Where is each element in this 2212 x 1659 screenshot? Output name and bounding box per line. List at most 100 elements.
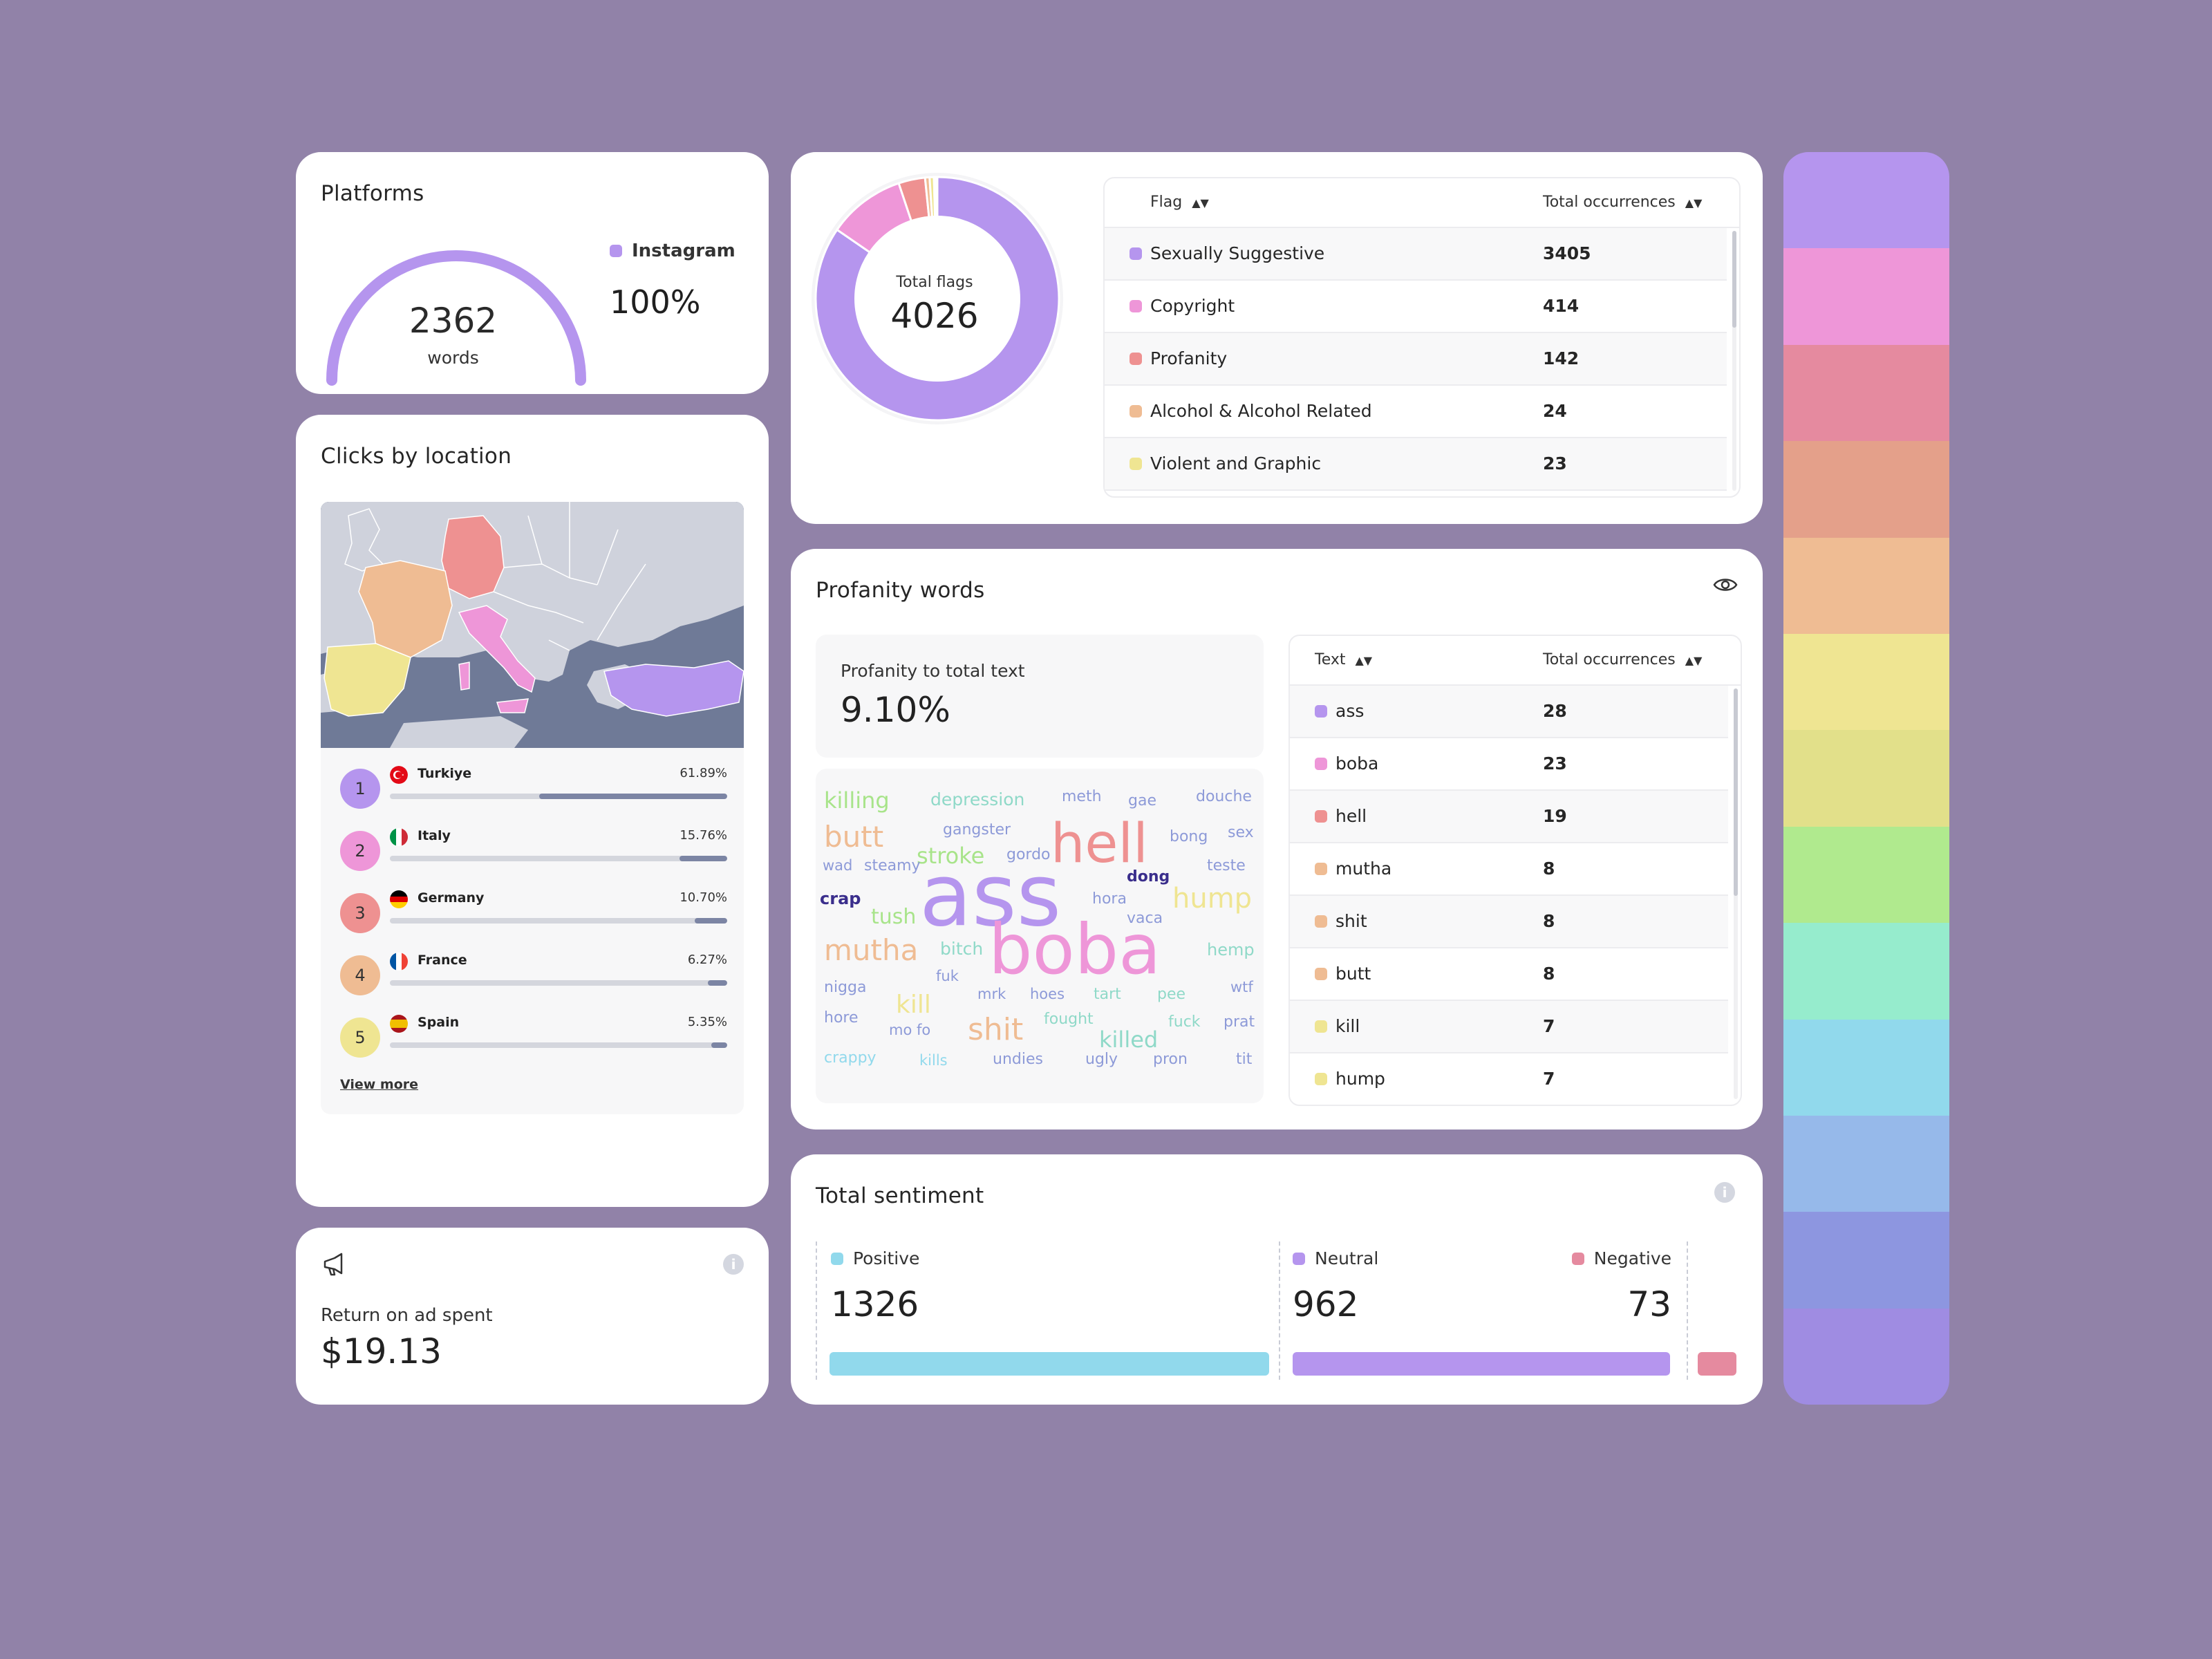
flags-scrollbar[interactable]	[1732, 231, 1736, 491]
positive-column: Positive 1326	[816, 1241, 1280, 1380]
palette-swatch	[1783, 537, 1949, 634]
table-row[interactable]: hump 7	[1290, 1053, 1728, 1105]
location-name: Spain	[418, 1015, 460, 1030]
palette-swatch	[1783, 1019, 1949, 1116]
flags-table: Flag ▲▼ Total occurrences ▲▼ Sexually Sugg…	[1103, 177, 1741, 498]
cloud-word: steamy	[864, 857, 921, 874]
row-count: 414	[1543, 296, 1580, 316]
palette-swatch	[1783, 1115, 1949, 1212]
table-row[interactable]: shit 8	[1290, 896, 1728, 948]
positive-label: Positive	[831, 1248, 919, 1268]
cloud-word: bong	[1170, 828, 1208, 845]
flag-column-header[interactable]: Flag ▲▼	[1150, 194, 1209, 211]
germany-shape[interactable]	[441, 515, 505, 599]
cloud-word: tart	[1094, 986, 1121, 1003]
occurrences-column-header[interactable]: Total occurrences ▲▼	[1543, 651, 1703, 668]
row-color-dot	[1315, 757, 1327, 770]
location-row[interactable]: 2 Italy 15.76%	[340, 828, 727, 877]
cloud-word: gae	[1128, 792, 1156, 809]
row-label: shit	[1315, 911, 1367, 931]
europe-map[interactable]	[321, 502, 744, 748]
sort-icon: ▲▼	[1685, 196, 1703, 209]
row-label: ass	[1315, 701, 1364, 721]
table-row[interactable]: kill 7	[1290, 1001, 1728, 1053]
occurrences-column-header[interactable]: Total occurrences ▲▼	[1543, 194, 1703, 211]
cloud-word: wad	[823, 857, 853, 874]
cloud-word: butt	[824, 820, 884, 854]
row-color-dot	[1130, 404, 1142, 418]
cloud-word: mrk	[977, 986, 1006, 1002]
row-label: Violent and Graphic	[1130, 453, 1321, 474]
location-percent: 15.76%	[679, 828, 727, 843]
profanity-scroll-thumb[interactable]	[1734, 688, 1738, 896]
table-row[interactable]: boba 23	[1290, 738, 1728, 791]
roas-title: Return on ad spent	[321, 1305, 493, 1326]
table-row[interactable]: hell 19	[1290, 791, 1728, 843]
location-name: Germany	[418, 890, 485, 906]
turkey-shape[interactable]	[603, 660, 744, 717]
location-row[interactable]: 1 Turkiye 61.89%	[340, 766, 727, 814]
row-count: 7	[1543, 1016, 1555, 1036]
clicks-title: Clicks by location	[321, 444, 512, 469]
location-progress-track	[390, 794, 727, 799]
flags-table-header: Flag ▲▼ Total occurrences ▲▼	[1105, 178, 1739, 228]
text-column-header[interactable]: Text ▲▼	[1315, 651, 1373, 668]
cloud-word: killed	[1099, 1027, 1159, 1053]
negative-label: Negative	[1571, 1248, 1671, 1268]
negative-column	[1687, 1241, 1736, 1380]
palette-swatch	[1783, 441, 1949, 538]
palette-swatch	[1783, 152, 1949, 249]
cloud-word: crappy	[824, 1049, 877, 1067]
location-progress-fill	[695, 918, 727, 924]
table-row[interactable]: mutha 8	[1290, 843, 1728, 896]
location-row[interactable]: 3 Germany 10.70%	[340, 890, 727, 939]
cloud-word: pee	[1157, 986, 1186, 1003]
row-color-dot	[1315, 704, 1327, 718]
palette-swatch	[1783, 923, 1949, 1020]
spain-shape[interactable]	[324, 643, 411, 717]
view-more-link[interactable]: View more	[340, 1077, 419, 1092]
flags-card: Total flags 4026 Flag ▲▼ Total occurrence…	[791, 152, 1763, 524]
row-color-dot	[1315, 1072, 1327, 1085]
roas-value: $19.13	[321, 1331, 442, 1371]
cloud-word: douche	[1196, 788, 1252, 805]
platform-legend: Instagram	[610, 241, 735, 261]
cloud-word: mutha	[824, 933, 919, 967]
table-row[interactable]: Alcohol & Alcohol Related 24	[1105, 386, 1727, 438]
location-name: Italy	[418, 828, 451, 843]
row-count: 28	[1543, 701, 1567, 721]
info-icon[interactable]: i	[1714, 1182, 1735, 1203]
table-row[interactable]: Sexually Suggestive 3405	[1105, 228, 1727, 281]
rank-badge: 2	[340, 831, 380, 871]
flags-scroll-thumb[interactable]	[1732, 231, 1736, 328]
cloud-word: boba	[988, 909, 1161, 990]
ratio-label: Profanity to total text	[841, 661, 1025, 681]
profanity-table-header: Text ▲▼ Total occurrences ▲▼	[1290, 636, 1741, 686]
location-progress-fill	[708, 980, 727, 986]
country-borders	[493, 502, 646, 651]
row-count: 23	[1543, 453, 1567, 474]
table-row[interactable]: ass 28	[1290, 686, 1728, 738]
france-shape[interactable]	[358, 560, 453, 658]
table-row[interactable]: butt 8	[1290, 948, 1728, 1001]
location-name: Turkiye	[418, 766, 472, 781]
cloud-word: crap	[820, 889, 861, 908]
location-row[interactable]: 4 France 6.27%	[340, 953, 727, 1001]
info-icon[interactable]: i	[723, 1254, 744, 1275]
row-count: 3405	[1543, 243, 1591, 263]
word-cloud: killing depression meth gae douche butt gangst…	[816, 769, 1264, 1103]
location-row[interactable]: 5 Spain 5.35%	[340, 1015, 727, 1063]
table-row[interactable]: Profanity 142	[1105, 333, 1727, 386]
location-progress-fill	[679, 856, 727, 861]
instagram-dot	[610, 245, 622, 257]
eye-icon[interactable]	[1713, 575, 1738, 594]
cloud-word: undies	[993, 1051, 1043, 1068]
table-row[interactable]: Copyright 414	[1105, 281, 1727, 333]
italy-shape[interactable]	[458, 605, 536, 693]
location-list: 1 Turkiye 61.89% 2 Italy 15.76% 3 Germany 10.70%…	[321, 748, 744, 1114]
table-row[interactable]: Violent and Graphic 23	[1105, 438, 1727, 491]
location-progress-track	[390, 1042, 727, 1048]
profanity-scrollbar[interactable]	[1734, 688, 1738, 1099]
row-count: 8	[1543, 964, 1555, 984]
cloud-word: teste	[1207, 857, 1246, 874]
